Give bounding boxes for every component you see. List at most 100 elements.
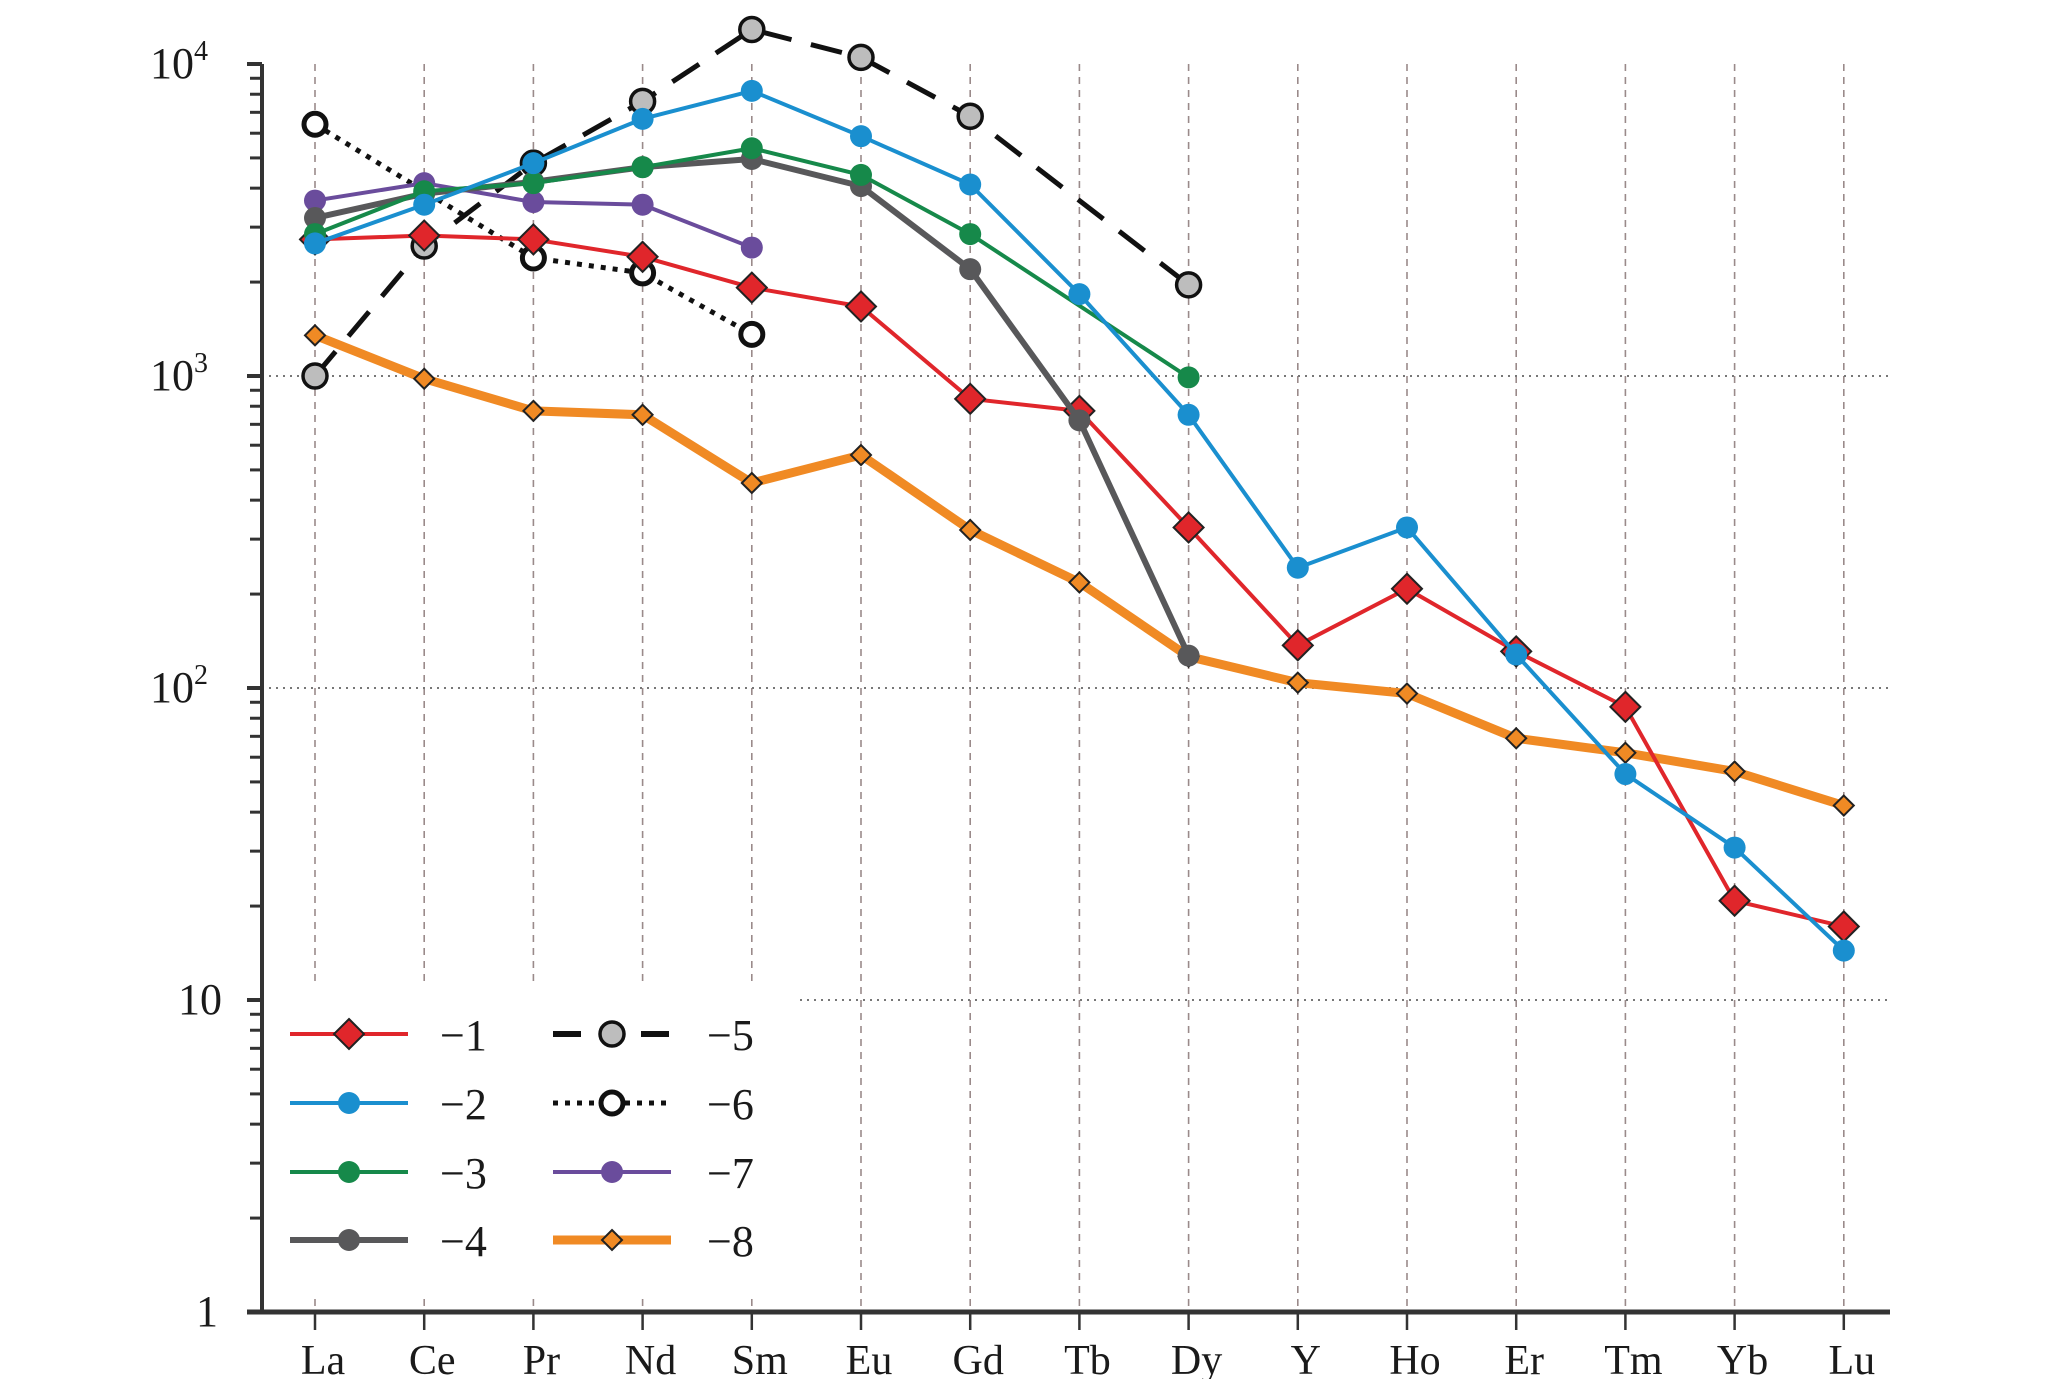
series-4-point-Gd	[959, 258, 982, 281]
legend-label-6: −6	[707, 1080, 754, 1129]
series-2-point-Sm	[740, 79, 763, 102]
legend-item-7: −7	[553, 1149, 754, 1198]
series-5-point-Eu	[847, 43, 875, 72]
series-8-point-Sm	[740, 471, 764, 495]
series-2-point-Pr	[522, 152, 545, 175]
legend-marker-5	[598, 1020, 626, 1048]
series-3-point-Pr	[522, 172, 545, 195]
series-8-point-La	[303, 323, 327, 347]
legend-marker-6	[598, 1089, 626, 1117]
series-2-point-Lu	[1832, 939, 1855, 962]
series-8	[303, 323, 1856, 817]
x-tick-label-Gd: Gd	[953, 1338, 1004, 1379]
x-tick-label-Ho: Ho	[1389, 1338, 1440, 1379]
series-2-point-La	[304, 232, 326, 255]
series-1-point-Tm	[1608, 690, 1642, 724]
legend: −1 −2 −3 −4 −5 −6 −7 −8	[290, 1011, 754, 1266]
series-2-point-Eu	[850, 125, 872, 148]
series-8-point-Lu	[1832, 794, 1856, 817]
series-5-point-Dy	[1174, 271, 1203, 299]
series-1-point-Sm	[735, 271, 769, 305]
legend-item-4: −4	[290, 1217, 487, 1266]
series-3-point-Sm	[740, 137, 763, 160]
series-6-point-Sm	[738, 320, 766, 348]
series-2-point-Dy	[1177, 403, 1200, 426]
series-2	[304, 79, 1855, 962]
series-7-point-La	[304, 189, 326, 212]
series-8-point-Tb	[1067, 570, 1091, 594]
x-tick-label-Lu: Lu	[1828, 1338, 1875, 1379]
x-tick-label-Pr: Pr	[523, 1338, 560, 1379]
series-1-point-Ho	[1390, 572, 1424, 606]
series-1-point-Yb	[1718, 884, 1752, 918]
series-3-point-Nd	[631, 156, 654, 179]
series-2-point-Y	[1286, 556, 1309, 579]
y-tick-label: 103	[150, 348, 208, 400]
legend-marker-8	[600, 1228, 624, 1252]
series-8-point-Eu	[849, 443, 873, 467]
legend-marker-7	[601, 1161, 623, 1183]
legend-marker-3	[338, 1161, 360, 1183]
legend-item-2: −2	[290, 1080, 487, 1129]
x-tick-label-Sm: Sm	[732, 1338, 788, 1379]
grid	[262, 64, 1890, 1312]
legend-marker-4	[338, 1229, 360, 1251]
series	[298, 15, 1861, 962]
series-2-point-Er	[1505, 643, 1528, 666]
series-2-point-Tb	[1068, 283, 1091, 306]
x-tick-label-Tm: Tm	[1604, 1338, 1663, 1379]
x-tick-label-Tb: Tb	[1064, 1338, 1111, 1379]
series-8-point-Pr	[521, 399, 545, 423]
series-5-point-Gd	[956, 102, 984, 131]
x-tick-label-Nd: Nd	[625, 1338, 676, 1379]
legend-marker-1	[332, 1017, 366, 1051]
series-2-point-Tm	[1614, 763, 1637, 786]
series-2-point-Yb	[1723, 836, 1746, 859]
series-4-point-La	[304, 206, 326, 229]
series-3-point-Gd	[959, 223, 982, 246]
series-5-point-Sm	[738, 15, 766, 44]
series-8-point-Gd	[958, 518, 982, 542]
series-1-point-Pr	[516, 223, 550, 256]
legend-item-6: −6	[553, 1080, 754, 1129]
series-3-point-Dy	[1177, 366, 1200, 389]
series-1-point-Lu	[1827, 910, 1861, 943]
legend-label-8: −8	[707, 1217, 754, 1266]
legend-label-1: −1	[440, 1011, 487, 1060]
series-7-point-Nd	[631, 193, 654, 216]
series-1-point-Dy	[1172, 511, 1206, 544]
legend-marker-2	[338, 1092, 360, 1114]
series-7-point-Sm	[740, 236, 763, 259]
y-tick-label: 102	[150, 660, 208, 712]
series-8-point-Ho	[1395, 682, 1419, 705]
series-8-point-Nd	[631, 403, 655, 427]
x-ticks: La Ce Pr Nd Sm Eu Gd Tb Dy Y Ho Er Tm Yb Lu	[301, 1312, 1875, 1379]
series-8-point-Yb	[1723, 760, 1747, 783]
x-tick-label-Y: Y	[1291, 1338, 1321, 1379]
series-4-point-Dy	[1177, 644, 1200, 667]
series-3-line	[314, 146, 1190, 380]
series-3-point-Eu	[850, 163, 872, 186]
legend-label-7: −7	[707, 1149, 754, 1198]
series-6-point-La	[301, 110, 329, 138]
legend-item-3: −3	[290, 1149, 487, 1198]
x-tick-label-Er: Er	[1504, 1338, 1544, 1379]
series-2-point-Nd	[631, 107, 654, 130]
series-1-point-Eu	[844, 290, 878, 323]
x-tick-label-La: La	[301, 1338, 346, 1379]
series-8-point-Er	[1504, 726, 1528, 750]
series-8-point-Ce	[412, 367, 436, 391]
y-tick-label: 10	[178, 975, 222, 1024]
series-4-point-Tb	[1068, 409, 1091, 432]
legend-item-5: −5	[553, 1011, 754, 1060]
series-8-point-Tm	[1613, 741, 1637, 765]
series-1-point-Gd	[953, 382, 987, 416]
legend-label-5: −5	[707, 1011, 754, 1060]
series-1-point-Nd	[626, 240, 660, 274]
series-5-line	[313, 26, 1191, 378]
y-tick-label: 1	[196, 1287, 218, 1336]
series-7-point-Pr	[522, 191, 545, 214]
series-8-point-Y	[1286, 671, 1310, 695]
